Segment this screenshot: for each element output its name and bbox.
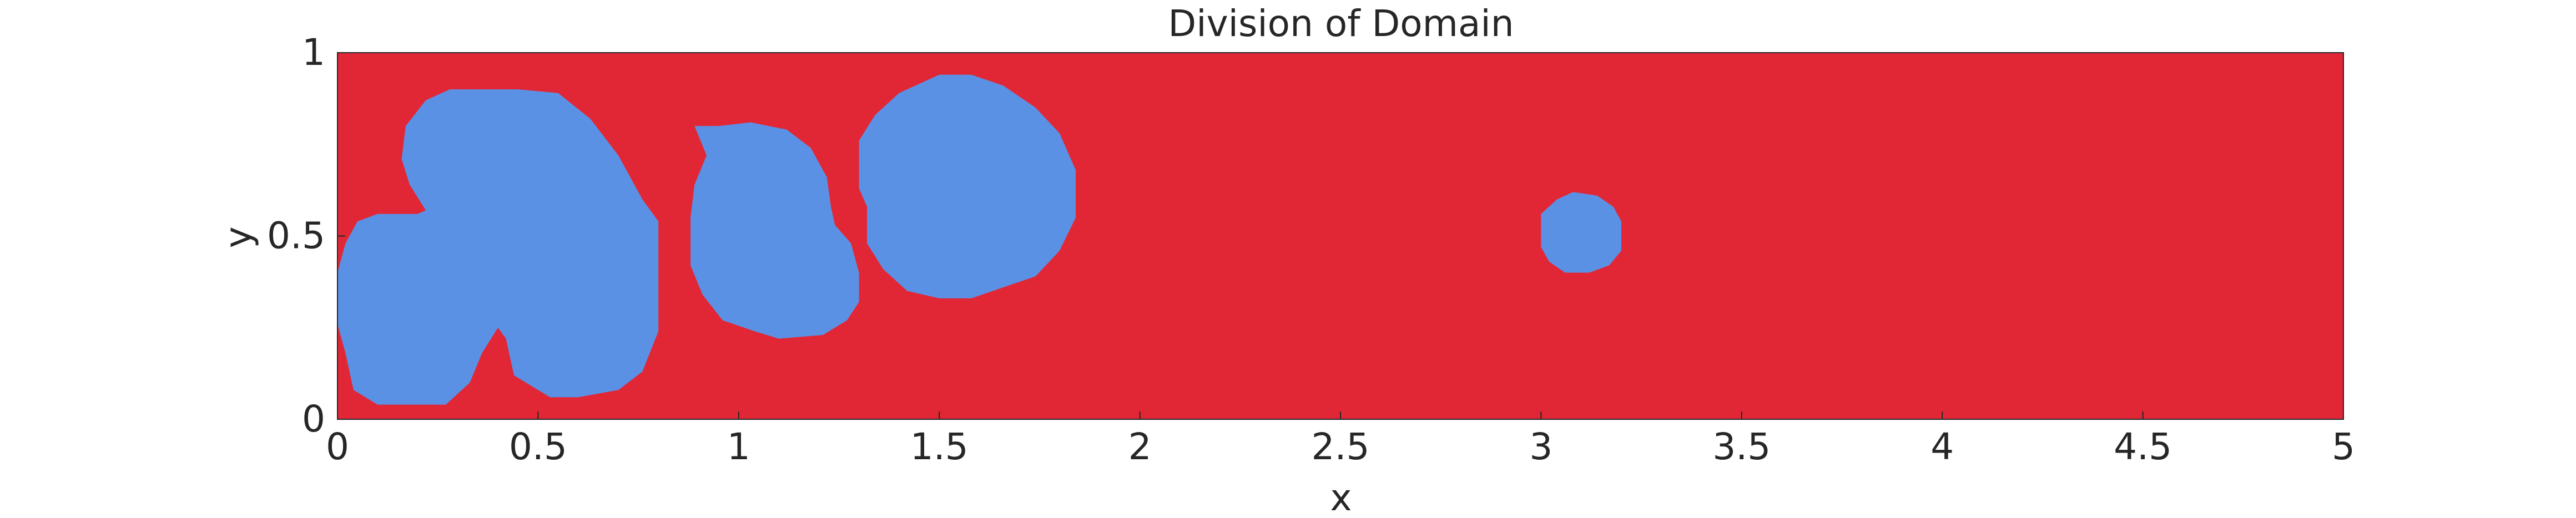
x-tick-label: 4.5 xyxy=(2114,425,2172,468)
x-axis-label: x xyxy=(1330,476,1352,518)
x-tick-label: 4 xyxy=(1930,425,1954,468)
x-axis-ticks: 0 0.5 1 1.5 2 2.5 3 3.5 4 4.5 5 xyxy=(326,412,2355,468)
y-axis-label: y xyxy=(217,226,260,248)
y-axis-ticks: 00.51 xyxy=(267,31,345,440)
x-tick-label: 1.5 xyxy=(910,425,969,468)
regions xyxy=(337,74,1621,405)
x-tick-label: 0 xyxy=(326,425,349,468)
x-tick-label: 1 xyxy=(727,425,750,468)
x-tick-label: 0.5 xyxy=(509,425,567,468)
x-tick-label: 5 xyxy=(2332,425,2355,468)
y-tick-label: 0.5 xyxy=(267,215,325,257)
region-1 xyxy=(337,89,659,405)
y-tick-label: 1 xyxy=(302,31,325,74)
region-2 xyxy=(690,122,859,339)
region-3 xyxy=(859,74,1076,298)
background-region xyxy=(337,53,2343,419)
region-4 xyxy=(1541,192,1621,273)
x-tick-label: 2 xyxy=(1128,425,1152,468)
x-tick-label: 3.5 xyxy=(1712,425,1771,468)
x-tick-label: 2.5 xyxy=(1312,425,1370,468)
chart-title: Division of Domain xyxy=(1168,2,1514,45)
x-tick-label: 3 xyxy=(1529,425,1552,468)
y-tick-label: 0 xyxy=(302,398,325,440)
plot-area xyxy=(337,52,2344,420)
